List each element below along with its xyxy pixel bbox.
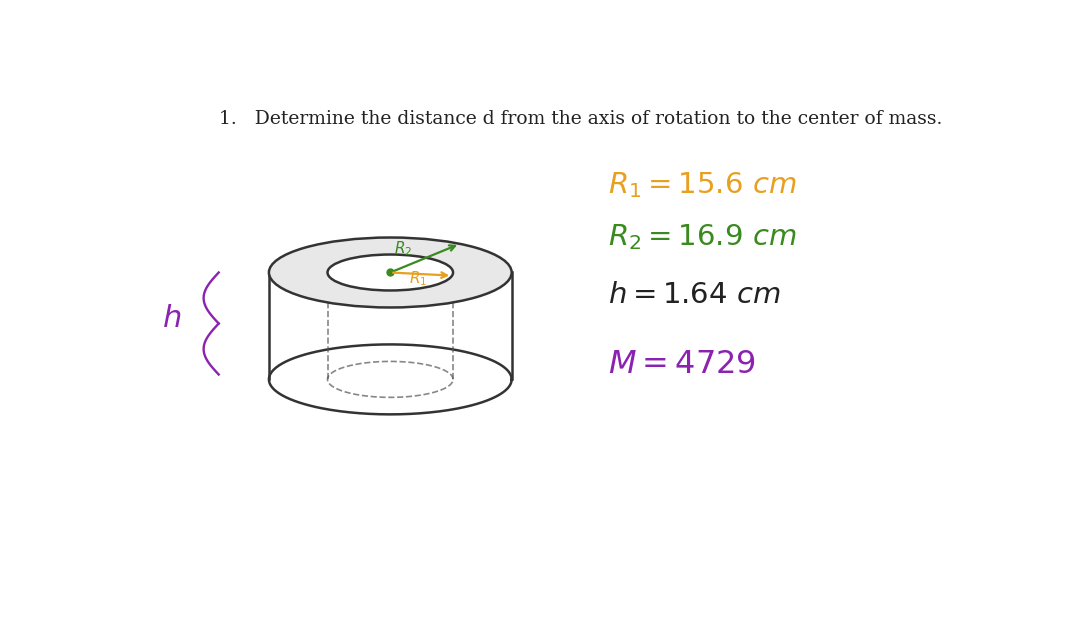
Text: $R_1$: $R_1$ [408,269,427,288]
Text: $R_2 = 16.9\ cm$: $R_2 = 16.9\ cm$ [608,222,796,252]
Text: $R_2$: $R_2$ [394,239,413,257]
Ellipse shape [269,237,512,307]
Text: 1.   Determine the distance d from the axis of rotation to the center of mass.: 1. Determine the distance d from the axi… [218,110,942,127]
Text: h: h [163,304,183,333]
Ellipse shape [327,254,454,290]
Text: $R_1 = 15.6\ cm$: $R_1 = 15.6\ cm$ [608,170,796,200]
Text: $h = 1.64\ cm$: $h = 1.64\ cm$ [608,281,781,309]
Text: $M = 4729$: $M = 4729$ [608,350,756,380]
